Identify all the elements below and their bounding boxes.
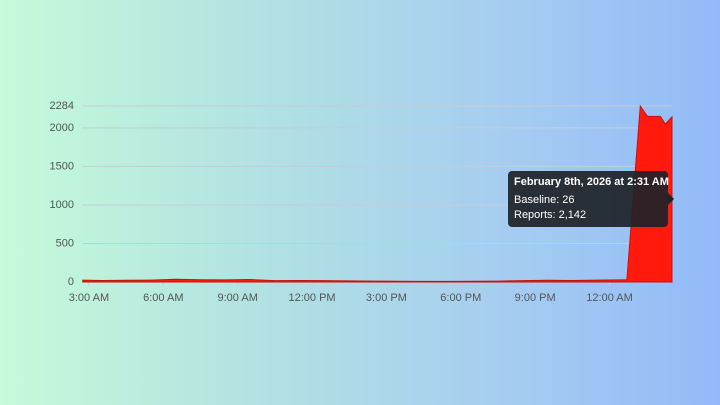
x-tick-label: 6:00 PM [440, 292, 481, 304]
tooltip: February 8th, 2026 at 2:31 AM Baseline: … [508, 171, 674, 227]
y-tick-label: 500 [56, 237, 74, 249]
tooltip-item: Reports: 2,142 [514, 209, 586, 221]
x-tick-label: 9:00 AM [218, 292, 258, 304]
x-tick-label: 12:00 AM [586, 292, 632, 304]
x-tick-label: 3:00 AM [69, 292, 109, 304]
tooltip-item: Baseline: 26 [514, 194, 575, 206]
y-tick-label: 1000 [50, 199, 74, 211]
y-tick-label: 2284 [50, 100, 74, 112]
x-tick-label: 12:00 PM [289, 292, 336, 304]
tooltip-pointer [668, 193, 674, 205]
tooltip-title: February 8th, 2026 at 2:31 AM [514, 176, 669, 188]
x-tick-label: 9:00 PM [515, 292, 556, 304]
area [82, 104, 673, 283]
x-tick-label: 3:00 PM [366, 292, 407, 304]
x-tick-label: 6:00 AM [143, 292, 183, 304]
y-tick-label: 2000 [50, 122, 74, 134]
y-tick-label: 0 [68, 276, 74, 288]
y-tick-label: 1500 [50, 160, 74, 172]
tooltip-box [508, 171, 668, 227]
